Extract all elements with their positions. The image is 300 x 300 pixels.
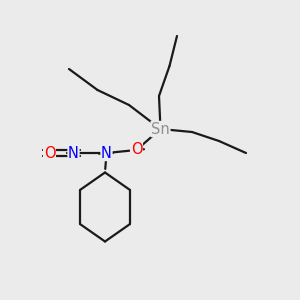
Text: O: O: [44, 146, 55, 160]
Text: N: N: [101, 146, 112, 160]
Text: N: N: [68, 146, 79, 160]
Text: Sn: Sn: [151, 122, 170, 136]
Text: O: O: [131, 142, 142, 158]
